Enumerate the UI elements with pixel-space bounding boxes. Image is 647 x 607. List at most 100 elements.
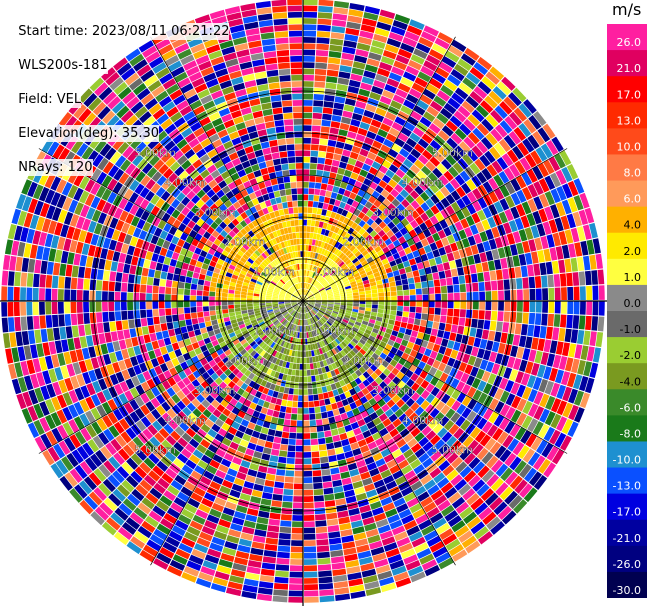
- velocity-cell: [303, 546, 317, 553]
- velocity-cell: [392, 252, 401, 260]
- velocity-cell: [103, 270, 110, 281]
- velocity-cell: [305, 251, 309, 258]
- velocity-cell: [406, 355, 415, 364]
- velocity-cell: [497, 431, 509, 445]
- velocity-cell: [354, 250, 362, 258]
- velocity-cell: [216, 314, 223, 320]
- velocity-cell: [310, 432, 318, 439]
- velocity-cell: [359, 297, 366, 301]
- velocity-cell: [472, 389, 483, 401]
- velocity-cell: [337, 269, 344, 275]
- velocity-cell: [521, 415, 533, 430]
- velocity-cell: [477, 392, 488, 404]
- velocity-cell: [400, 42, 415, 54]
- velocity-cell: [332, 287, 339, 292]
- velocity-cell: [346, 290, 353, 294]
- velocity-cell: [327, 293, 334, 296]
- velocity-cell: [316, 43, 329, 51]
- velocity-cell: [366, 245, 374, 253]
- velocity-cell: [315, 49, 329, 57]
- velocity-cell: [432, 249, 441, 258]
- velocity-cell: [509, 164, 521, 178]
- velocity-cell: [139, 293, 146, 301]
- velocity-cell: [567, 286, 574, 301]
- velocity-cell: [342, 330, 349, 337]
- velocity-cell: [374, 225, 382, 234]
- velocity-cell: [288, 438, 296, 446]
- velocity-cell: [546, 353, 556, 367]
- velocity-cell: [146, 285, 153, 294]
- velocity-cell: [508, 267, 516, 279]
- velocity-cell: [283, 387, 290, 394]
- velocity-cell: [567, 197, 578, 213]
- velocity-cell: [444, 347, 453, 357]
- velocity-cell: [485, 301, 492, 311]
- velocity-cell: [351, 67, 364, 76]
- velocity-cell: [373, 324, 381, 330]
- velocity-cell: [355, 263, 363, 270]
- velocity-cell: [497, 311, 504, 322]
- velocity-cell: [441, 158, 452, 170]
- velocity-cell: [479, 301, 486, 310]
- velocity-cell: [344, 34, 359, 42]
- velocity-cell: [196, 301, 203, 307]
- velocity-cell: [338, 516, 351, 525]
- velocity-cell: [305, 245, 309, 251]
- velocity-cell: [374, 320, 382, 326]
- velocity-cell: [330, 192, 338, 200]
- velocity-cell: [406, 341, 415, 350]
- velocity-cell: [477, 380, 487, 392]
- velocity-cell: [352, 269, 359, 276]
- velocity-cell: [304, 289, 308, 296]
- velocity-cell: [589, 331, 597, 347]
- velocity-cell: [392, 341, 401, 349]
- velocity-cell: [432, 72, 446, 84]
- velocity-cell: [542, 221, 552, 235]
- velocity-cell: [319, 589, 334, 597]
- velocity-cell: [102, 291, 108, 301]
- velocity-cell: [310, 150, 319, 157]
- velocity-cell: [327, 277, 333, 283]
- velocity-cell: [555, 201, 566, 217]
- velocity-cell: [409, 301, 416, 307]
- velocity-cell: [395, 280, 402, 286]
- velocity-cell: [525, 433, 538, 448]
- velocity-cell: [310, 271, 314, 278]
- velocity-cell: [414, 77, 428, 88]
- velocity-cell: [324, 284, 330, 289]
- velocity-cell: [545, 326, 553, 340]
- velocity-cell: [417, 232, 426, 241]
- velocity-cell: [315, 298, 322, 300]
- velocity-cell: [420, 274, 427, 282]
- velocity-cell: [134, 318, 142, 328]
- velocity-cell: [442, 262, 451, 271]
- velocity-cell: [222, 288, 229, 294]
- velocity-cell: [303, 219, 307, 226]
- velocity-cell: [350, 237, 358, 245]
- velocity-cell: [448, 224, 458, 234]
- velocity-cell: [71, 325, 79, 338]
- velocity-cell: [383, 287, 391, 293]
- velocity-cell: [440, 404, 451, 416]
- velocity-cell: [397, 305, 404, 312]
- velocity-cell: [572, 374, 583, 390]
- velocity-cell: [499, 120, 513, 134]
- velocity-cell: [354, 344, 362, 351]
- velocity-cell: [504, 301, 511, 312]
- velocity-cell: [140, 318, 148, 327]
- velocity-cell: [502, 268, 510, 280]
- velocity-cell: [326, 320, 332, 326]
- velocity-cell: [96, 322, 104, 334]
- velocity-cell: [371, 39, 386, 50]
- velocity-cell: [309, 301, 315, 303]
- velocity-cell: [303, 489, 314, 496]
- velocity-cell: [392, 325, 400, 332]
- velocity-cell: [127, 292, 134, 301]
- velocity-cell: [124, 254, 133, 265]
- velocity-cell: [453, 292, 460, 301]
- velocity-cell: [425, 404, 435, 414]
- velocity-cell: [350, 267, 357, 273]
- velocity-cell: [134, 275, 142, 284]
- velocity-cell: [73, 253, 81, 266]
- velocity-cell: [318, 261, 323, 268]
